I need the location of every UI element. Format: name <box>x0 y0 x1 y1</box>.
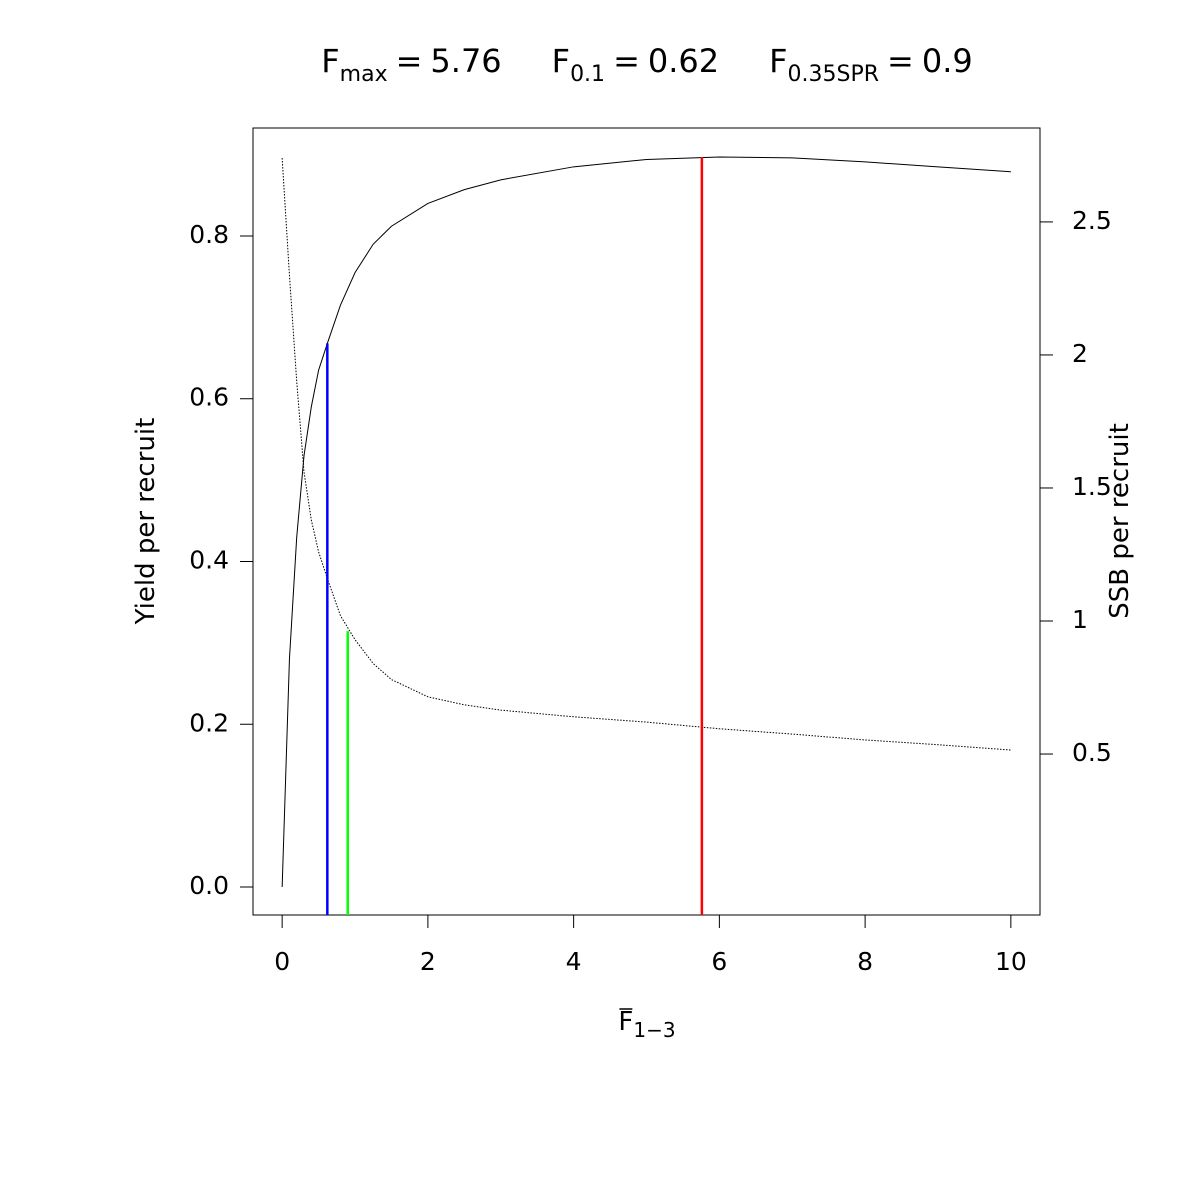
title-symbol: F <box>321 42 339 80</box>
x-tick-label: 6 <box>711 947 727 976</box>
curve <box>281 158 1011 751</box>
title-value: 0.9 <box>922 42 973 80</box>
x-label-subscript: 1−3 <box>633 1018 675 1042</box>
x-tick-label: 10 <box>995 947 1027 976</box>
x-axis-label: F1−3 <box>618 1007 675 1042</box>
title-subscript: 0.1 <box>570 62 605 87</box>
y-tick-label: 0.2 <box>189 708 229 737</box>
title-relation: = <box>613 42 640 80</box>
x-tick-label: 2 <box>420 947 436 976</box>
title-value: 0.62 <box>648 42 719 80</box>
title-relation: = <box>887 42 914 80</box>
x-label-symbol: F <box>618 1007 633 1037</box>
title-symbol: F <box>552 42 570 80</box>
title-subscript: 0.35SPR <box>788 62 880 87</box>
y2-tick-label: 1 <box>1072 605 1088 634</box>
x-tick-label: 8 <box>857 947 873 976</box>
title-symbol: F <box>769 42 787 80</box>
chart-title: Fmax = 5.76 F0.1 = 0.62 F0.35SPR = 0.9 <box>321 42 973 87</box>
x-tick-label: 4 <box>566 947 582 976</box>
y-axis-label: Yield per recruit <box>131 418 161 626</box>
curve <box>281 156 1011 888</box>
y-tick-label: 0.6 <box>189 383 229 412</box>
y-tick-label: 0.8 <box>189 220 229 249</box>
y2-tick-label: 1.5 <box>1072 472 1112 501</box>
y2-tick-label: 2.5 <box>1072 206 1112 235</box>
y-tick-label: 0.4 <box>189 545 229 574</box>
y2-tick-label: 2 <box>1072 339 1088 368</box>
y-tick-label: 0.0 <box>189 871 229 900</box>
plot-frame <box>252 127 1041 916</box>
y2-tick-label: 0.5 <box>1072 738 1112 767</box>
title-subscript: max <box>340 62 388 87</box>
x-tick-label: 0 <box>274 947 290 976</box>
title-relation: = <box>396 42 423 80</box>
y2-axis-label: SSB per recruit <box>1105 423 1135 619</box>
title-value: 5.76 <box>430 42 501 80</box>
